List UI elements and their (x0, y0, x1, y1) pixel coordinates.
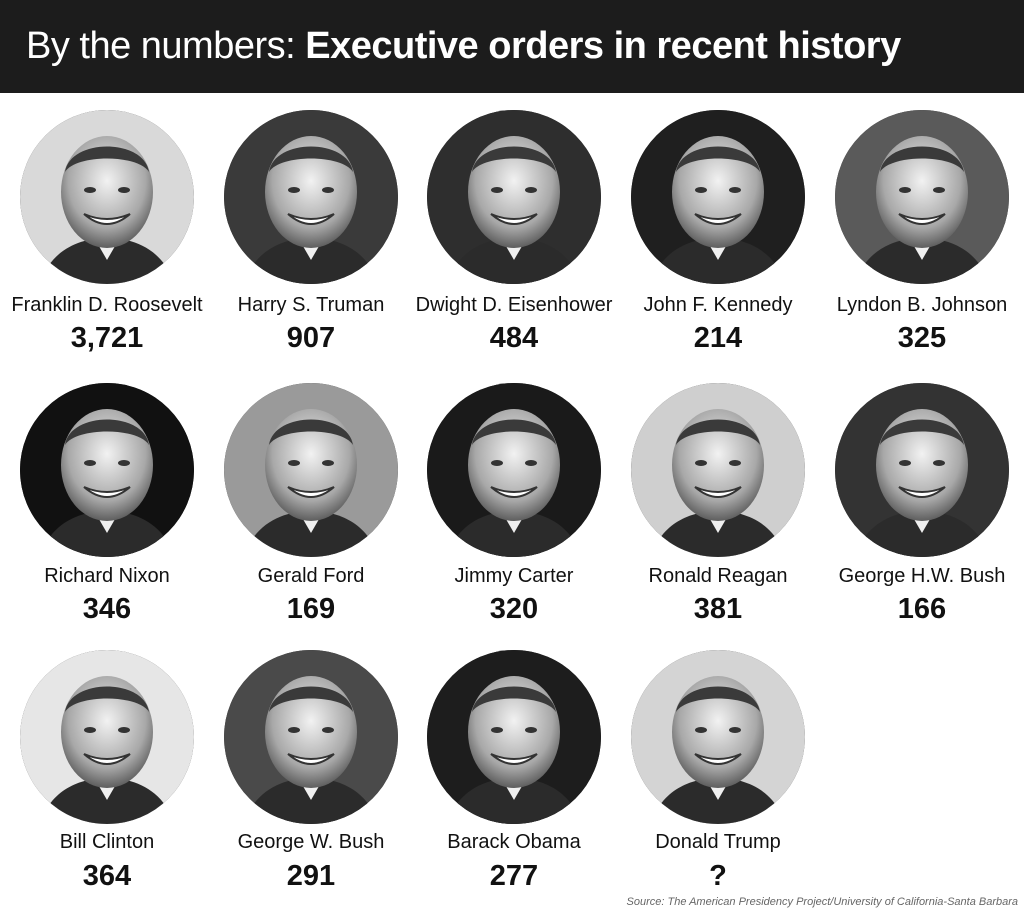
president-name: Ronald Reagan (648, 565, 788, 587)
president-card: Barack Obama 277 (412, 650, 616, 900)
president-card: Donald Trump? (616, 650, 820, 900)
executive-order-count: 320 (489, 593, 539, 625)
president-card: Jimmy Carter 320 (412, 383, 616, 633)
portrait-photo (835, 110, 1009, 284)
executive-order-count: 166 (897, 593, 947, 625)
executive-order-count: 3,721 (70, 322, 144, 354)
president-name: Franklin D. Roosevelt (11, 294, 203, 316)
title-prefix: By the numbers: (26, 25, 306, 67)
president-card: Bill Clinton 364 (5, 650, 209, 900)
portrait-photo (835, 383, 1009, 557)
portrait-photo (631, 110, 805, 284)
portrait-photo (224, 650, 398, 824)
president-card: Richard Nixon 346 (5, 383, 209, 633)
executive-order-count: 277 (489, 860, 539, 892)
president-card: George W. Bush 291 (209, 650, 413, 900)
president-name: Jimmy Carter (454, 565, 574, 587)
president-card: Ronald Reagan 381 (616, 383, 820, 633)
president-card: Harry S. Truman 907 (209, 110, 413, 360)
president-name: Richard Nixon (44, 565, 170, 587)
portrait-photo (427, 650, 601, 824)
portrait-photo (631, 383, 805, 557)
executive-order-count: 907 (286, 322, 336, 354)
source-note: Source: The American Presidency Project/… (626, 896, 1018, 908)
executive-order-count: 214 (693, 322, 743, 354)
executive-order-count: 364 (82, 860, 132, 892)
portrait-photo (427, 383, 601, 557)
president-card: George H.W. Bush 166 (820, 383, 1024, 633)
president-name: George H.W. Bush (838, 565, 1006, 587)
president-card: Gerald Ford 169 (209, 383, 413, 633)
executive-order-count: 325 (897, 322, 947, 354)
executive-order-count: 169 (286, 593, 336, 625)
president-name: Donald Trump (655, 831, 781, 853)
president-card: Franklin D. Roosevelt 3,721 (5, 110, 209, 360)
portrait-photo (20, 110, 194, 284)
executive-order-count: 291 (286, 860, 336, 892)
president-name: Bill Clinton (59, 831, 155, 853)
president-name: George W. Bush (237, 831, 385, 853)
president-card: Dwight D. Eisenhower 484 (412, 110, 616, 360)
president-name: Gerald Ford (257, 565, 365, 587)
title-main: Executive orders in recent history (305, 25, 901, 67)
executive-order-count: 381 (693, 593, 743, 625)
president-name: Lyndon B. Johnson (836, 294, 1008, 316)
executive-order-count: 484 (489, 322, 539, 354)
portrait-photo (427, 110, 601, 284)
executive-order-count: 346 (82, 593, 132, 625)
portrait-photo (20, 383, 194, 557)
president-name: Dwight D. Eisenhower (415, 294, 613, 316)
executive-order-count: ? (709, 860, 727, 892)
president-name: Barack Obama (447, 831, 581, 853)
president-card: Lyndon B. Johnson 325 (820, 110, 1024, 360)
portrait-photo (224, 110, 398, 284)
header-banner: By the numbers: Executive orders in rece… (0, 0, 1024, 93)
president-card: John F. Kennedy 214 (616, 110, 820, 360)
portrait-photo (224, 383, 398, 557)
president-name: Harry S. Truman (237, 294, 385, 316)
portrait-photo (20, 650, 194, 824)
president-name: John F. Kennedy (643, 294, 793, 316)
page-title: By the numbers: Executive orders in rece… (26, 25, 901, 68)
portrait-photo (631, 650, 805, 824)
